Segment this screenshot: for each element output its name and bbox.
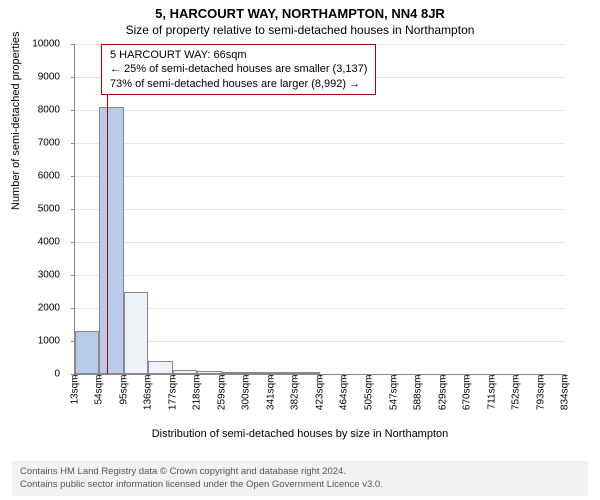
plot-area: 5 HARCOURT WAY: 66sqm ← 25% of semi-deta… — [74, 44, 565, 375]
xtick-label: 752sqm — [511, 375, 522, 411]
xtick-label: 629sqm — [437, 375, 448, 411]
ytick-label: 10000 — [0, 39, 60, 50]
ytick-mark — [71, 275, 75, 276]
gridline — [75, 242, 565, 243]
info-line-1: 5 HARCOURT WAY: 66sqm — [110, 48, 367, 62]
ytick-mark — [71, 176, 75, 177]
xtick-label: 218sqm — [192, 375, 203, 411]
histogram-bar — [124, 292, 148, 375]
chart-container: 5, HARCOURT WAY, NORTHAMPTON, NN4 8JR Si… — [0, 0, 600, 500]
xtick-label: 95sqm — [118, 375, 129, 405]
xtick-label: 834sqm — [560, 375, 571, 411]
ytick-label: 7000 — [0, 138, 60, 149]
gridline — [75, 308, 565, 309]
xtick-label: 13sqm — [70, 375, 81, 405]
title-sub: Size of property relative to semi-detach… — [0, 21, 600, 37]
ytick-label: 5000 — [0, 204, 60, 215]
histogram-bar — [99, 107, 123, 374]
gridline — [75, 341, 565, 342]
ytick-label: 2000 — [0, 303, 60, 314]
xtick-label: 588sqm — [413, 375, 424, 411]
ytick-label: 8000 — [0, 105, 60, 116]
title-main: 5, HARCOURT WAY, NORTHAMPTON, NN4 8JR — [0, 0, 600, 21]
ytick-label: 9000 — [0, 72, 60, 83]
histogram-bar — [75, 331, 99, 374]
xtick-label: 464sqm — [339, 375, 350, 411]
xtick-label: 382sqm — [290, 375, 301, 411]
ytick-mark — [71, 77, 75, 78]
x-axis-label: Distribution of semi-detached houses by … — [0, 428, 600, 440]
xtick-label: 711sqm — [486, 375, 497, 410]
y-axis-label: Number of semi-detached properties — [10, 31, 22, 210]
gridline — [75, 209, 565, 210]
ytick-label: 1000 — [0, 336, 60, 347]
xtick-label: 54sqm — [94, 375, 105, 405]
xtick-label: 177sqm — [167, 375, 178, 411]
ytick-mark — [71, 110, 75, 111]
xtick-label: 670sqm — [462, 375, 473, 411]
gridline — [75, 110, 565, 111]
xtick-label: 136sqm — [143, 375, 154, 411]
xtick-label: 547sqm — [388, 375, 399, 411]
xtick-label: 793sqm — [535, 375, 546, 411]
info-box: 5 HARCOURT WAY: 66sqm ← 25% of semi-deta… — [101, 44, 376, 95]
ytick-label: 6000 — [0, 171, 60, 182]
xtick-label: 300sqm — [241, 375, 252, 411]
info-line-3: 73% of semi-detached houses are larger (… — [110, 77, 367, 91]
histogram-bar — [173, 370, 197, 374]
ytick-mark — [71, 209, 75, 210]
xtick-label: 505sqm — [363, 375, 374, 411]
ytick-mark — [71, 242, 75, 243]
ytick-mark — [71, 44, 75, 45]
ytick-label: 3000 — [0, 270, 60, 281]
footer-line-2: Contains public sector information licen… — [20, 479, 580, 491]
gridline — [75, 275, 565, 276]
ytick-mark — [71, 308, 75, 309]
gridline — [75, 176, 565, 177]
gridline — [75, 143, 565, 144]
xtick-label: 341sqm — [265, 375, 276, 411]
ytick-label: 0 — [0, 369, 60, 380]
ytick-label: 4000 — [0, 237, 60, 248]
xtick-label: 259sqm — [216, 375, 227, 411]
footer: Contains HM Land Registry data © Crown c… — [12, 461, 588, 496]
xtick-label: 423sqm — [314, 375, 325, 411]
ytick-mark — [71, 143, 75, 144]
histogram-bar — [148, 361, 172, 374]
footer-line-1: Contains HM Land Registry data © Crown c… — [20, 466, 580, 478]
info-line-2: ← 25% of semi-detached houses are smalle… — [110, 62, 367, 76]
